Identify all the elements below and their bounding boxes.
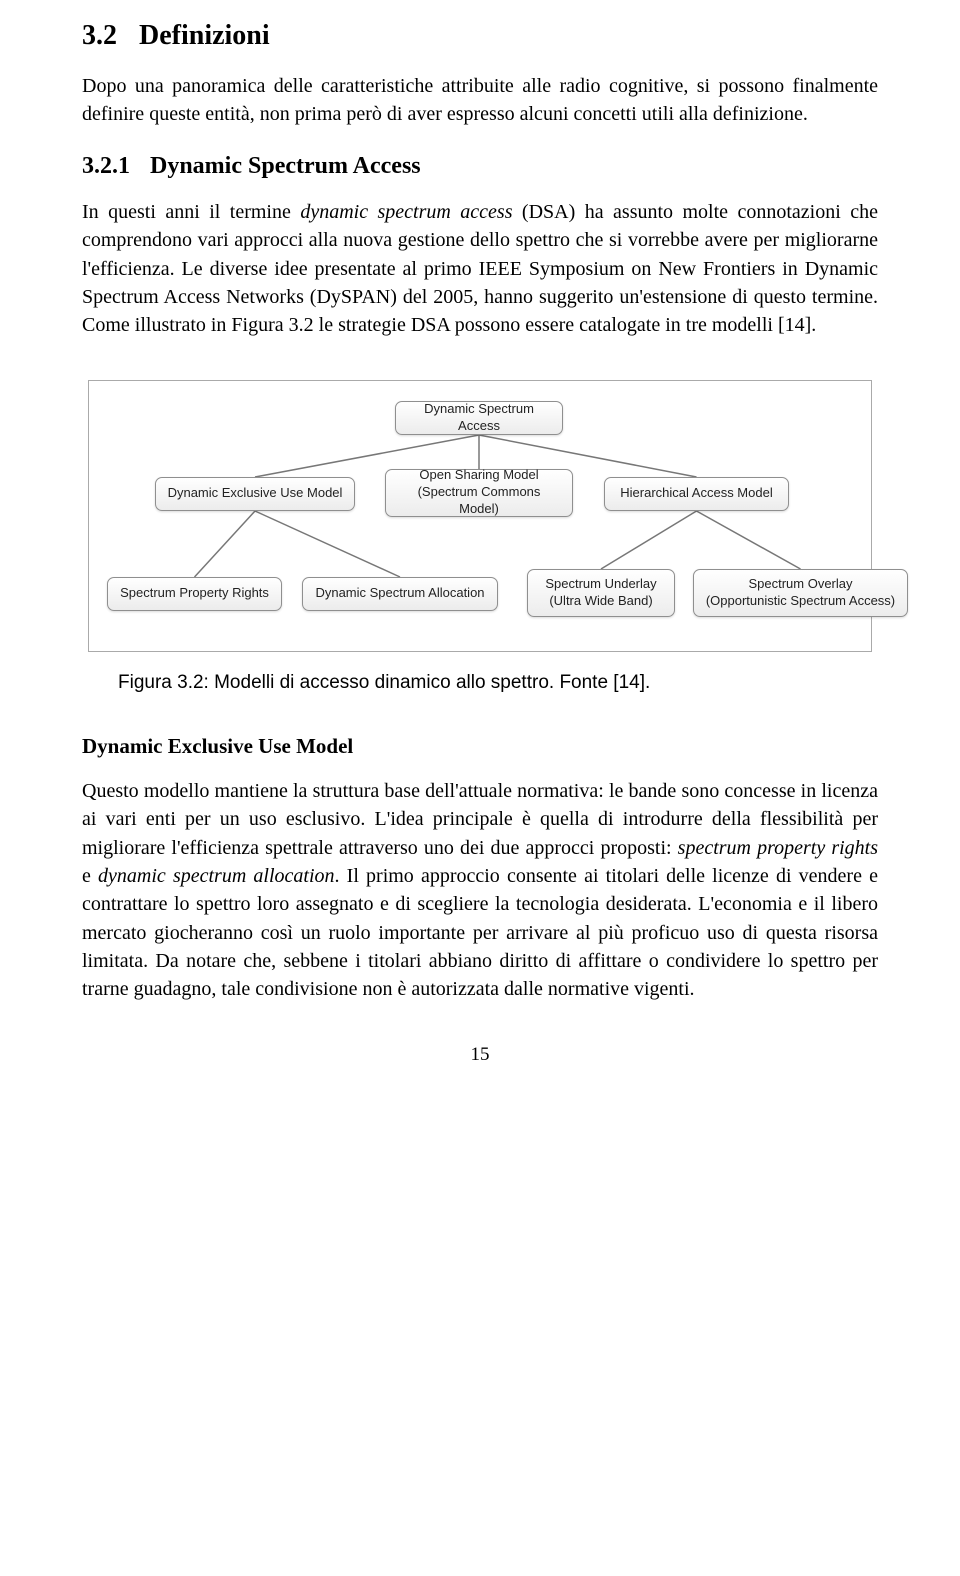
diagram-node-open: Open Sharing Model(Spectrum Commons Mode… <box>385 469 573 517</box>
section-title: Definizioni <box>139 20 270 51</box>
caption-rest: Modelli di accesso dinamico allo spettro… <box>209 672 650 693</box>
diagram-node-sol: Spectrum Overlay(Opportunistic Spectrum … <box>693 569 908 617</box>
italic-spr: spectrum property rights <box>678 837 878 859</box>
page-number: 15 <box>82 1044 878 1066</box>
diagram-edge <box>697 511 801 569</box>
subsection-heading: 3.2.1 Dynamic Spectrum Access <box>82 153 878 180</box>
node-label: Dynamic Exclusive Use Model <box>168 485 343 502</box>
node-label: Spectrum Overlay <box>748 576 852 593</box>
italic-dsal: dynamic spectrum allocation <box>98 865 334 887</box>
node-label: Hierarchical Access Model <box>620 485 772 502</box>
diagram-edge <box>601 511 697 569</box>
diagram-node-dsal: Dynamic Spectrum Allocation <box>302 577 498 611</box>
diagram-edge <box>255 511 400 577</box>
section-heading: 3.2 Definizioni <box>82 20 878 52</box>
section-number: 3.2 <box>82 20 117 51</box>
diagram-node-exc: Dynamic Exclusive Use Model <box>155 477 355 511</box>
diagram-node-spr: Spectrum Property Rights <box>107 577 282 611</box>
figure: Dynamic Spectrum Access Dynamic Exclusive… <box>82 380 878 652</box>
subsection-para: In questi anni il termine dynamic spectr… <box>82 198 878 340</box>
diagram-canvas: Dynamic Spectrum Access Dynamic Exclusive… <box>88 380 872 652</box>
node-label: Dynamic Spectrum Access <box>406 401 552 435</box>
node-label: Spectrum Property Rights <box>120 585 269 602</box>
caption-prefix: Figura 3.2: <box>118 672 209 693</box>
node-label: Dynamic Spectrum Allocation <box>315 585 484 602</box>
subsection-text-1: In questi anni il termine <box>82 201 300 223</box>
model-text-2: e <box>82 865 98 887</box>
node-label: Open Sharing Model <box>419 467 538 484</box>
model-para: Questo modello mantiene la struttura bas… <box>82 777 878 1004</box>
node-label: Spectrum Underlay <box>545 576 656 593</box>
subsection-number: 3.2.1 <box>82 153 130 179</box>
node-label: (Spectrum Commons Model) <box>396 484 562 518</box>
section-intro: Dopo una panoramica delle caratteristich… <box>82 72 878 129</box>
italic-dsa: dynamic spectrum access <box>300 201 512 223</box>
subsection-title: Dynamic Spectrum Access <box>150 153 421 179</box>
node-label: (Ultra Wide Band) <box>549 593 652 610</box>
page: 3.2 Definizioni Dopo una panoramica delle… <box>0 0 960 1106</box>
node-label: (Opportunistic Spectrum Access) <box>706 593 895 610</box>
diagram-node-root: Dynamic Spectrum Access <box>395 401 563 435</box>
diagram-edge <box>195 511 256 577</box>
diagram-node-hier: Hierarchical Access Model <box>604 477 789 511</box>
figure-caption: Figura 3.2: Modelli di accesso dinamico … <box>82 672 878 694</box>
diagram-node-sul: Spectrum Underlay(Ultra Wide Band) <box>527 569 675 617</box>
model-heading: Dynamic Exclusive Use Model <box>82 734 878 759</box>
